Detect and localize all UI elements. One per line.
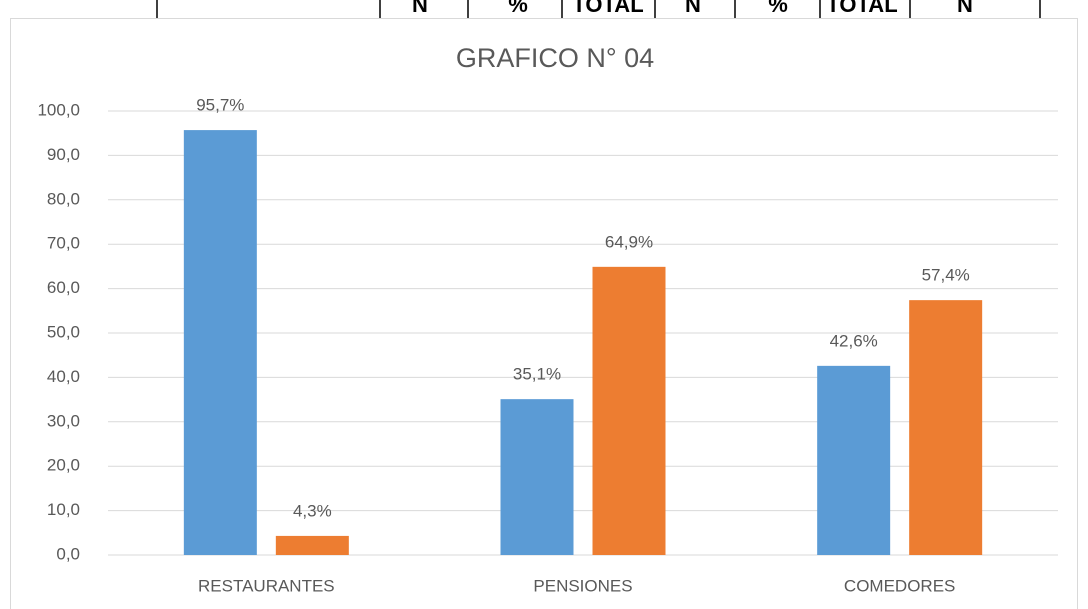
y-tick-label: 10,0: [47, 500, 80, 519]
y-tick-label: 60,0: [47, 278, 80, 297]
value-label: 42,6%: [830, 331, 878, 350]
value-label: 4,3%: [293, 501, 332, 520]
table-header: TOTAL: [826, 0, 897, 17]
value-label: 64,9%: [605, 232, 653, 251]
value-label: 95,7%: [196, 96, 244, 115]
chart-title: GRAFICO N° 04: [456, 43, 654, 73]
y-tick-label: 50,0: [47, 322, 80, 341]
bar: [183, 130, 257, 556]
bar: [592, 266, 666, 555]
bar: [817, 365, 891, 555]
y-tick-label: 100,0: [37, 100, 80, 119]
value-label: 57,4%: [922, 266, 970, 285]
value-label: 35,1%: [513, 365, 561, 384]
table-header: TOTAL: [572, 0, 643, 17]
x-tick-label: COMEDORES: [844, 576, 955, 595]
y-tick-label: 20,0: [47, 456, 80, 475]
table-header: N: [957, 0, 973, 17]
table-header: %: [768, 0, 788, 17]
y-tick-label: 70,0: [47, 234, 80, 253]
bar: [909, 300, 983, 555]
table-header: N: [412, 0, 428, 17]
y-tick-label: 90,0: [47, 145, 80, 164]
bar: [500, 399, 574, 555]
y-tick-label: 40,0: [47, 367, 80, 386]
table-header: %: [508, 0, 528, 17]
table-lines: [156, 0, 1041, 18]
y-tick-label: 80,0: [47, 189, 80, 208]
x-tick-label: PENSIONES: [533, 576, 632, 595]
x-tick-label: RESTAURANTES: [198, 576, 335, 595]
table-header: N: [685, 0, 701, 17]
y-tick-label: 0,0: [56, 544, 80, 563]
y-tick-label: 30,0: [47, 411, 80, 430]
bar: [275, 535, 349, 555]
